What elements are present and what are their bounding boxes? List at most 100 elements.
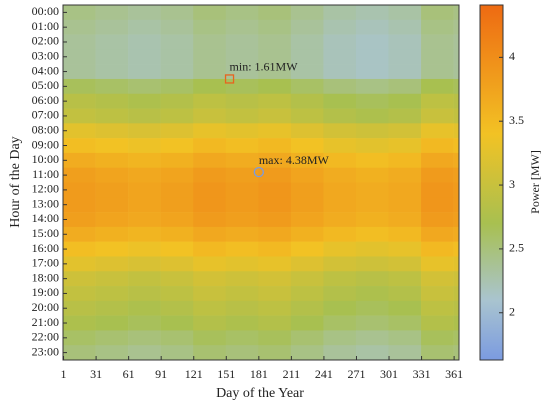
heatmap-cell (323, 226, 357, 242)
heatmap-cell (225, 286, 259, 302)
heatmap-cell (63, 345, 96, 361)
y-tick-label: 01:00 (32, 19, 59, 33)
heatmap-cell (388, 167, 422, 183)
heatmap-cell (63, 34, 96, 50)
x-tick-label: 361 (445, 367, 463, 381)
heatmap-cell (453, 108, 460, 124)
heatmap-cell (193, 212, 227, 228)
heatmap-cell (258, 123, 292, 139)
heatmap-cell (453, 226, 460, 242)
heatmap-cell (323, 152, 357, 169)
heatmap-cell (128, 345, 161, 361)
heatmap-cell (160, 271, 194, 287)
heatmap-cell (160, 123, 194, 139)
heatmap-cell (323, 300, 357, 316)
x-tick-label: 181 (250, 367, 268, 381)
heatmap-cell (193, 19, 227, 35)
y-tick-label: 22:00 (32, 330, 59, 344)
heatmap-cell (258, 197, 292, 213)
heatmap-cell (258, 182, 292, 198)
heatmap-cell (128, 197, 161, 213)
heatmap-cell (63, 49, 96, 65)
heatmap-cell (225, 108, 259, 124)
heatmap-cell (160, 108, 194, 124)
heatmap-cell (225, 212, 259, 228)
heatmap-cell (323, 330, 357, 346)
heatmap-cell (193, 93, 227, 109)
heatmap-cell (128, 286, 161, 302)
heatmap-cell (225, 167, 259, 183)
heatmap-cell (160, 345, 194, 361)
heatmap-cell (421, 5, 454, 21)
heatmap-cell (63, 5, 96, 21)
heatmap-cell (63, 300, 96, 316)
heatmap-cell (388, 286, 422, 302)
heatmap-cell (63, 315, 96, 331)
heatmap-cell (258, 256, 292, 272)
heatmap-cell (63, 167, 96, 183)
heatmap-cell (421, 256, 454, 272)
heatmap-cell (225, 152, 259, 169)
heatmap-cell (225, 182, 259, 198)
heatmap-cell (355, 123, 389, 139)
heatmap-cell (193, 152, 227, 169)
heatmap-cell (290, 330, 324, 346)
heatmap-cell (63, 212, 96, 228)
heatmap-cell (193, 197, 227, 213)
heatmap-cell (421, 212, 454, 228)
heatmap-cell (290, 182, 324, 198)
heatmap-cell (160, 315, 194, 331)
heatmap-cell (323, 212, 357, 228)
heatmap-cell (128, 167, 161, 183)
heatmap-cell (63, 93, 96, 109)
heatmap-cell (95, 123, 129, 139)
y-tick-label: 09:00 (32, 137, 59, 151)
y-tick-label: 16:00 (32, 241, 59, 255)
heatmap-cell (453, 93, 460, 109)
heatmap-cell (63, 197, 96, 213)
heatmap-cell (258, 93, 292, 109)
heatmap-cell (453, 182, 460, 198)
heatmap-cell (128, 49, 161, 65)
heatmap-cell (421, 241, 454, 257)
heatmap-cell (95, 241, 129, 257)
heatmap-cell (63, 256, 96, 272)
x-tick-label: 301 (380, 367, 398, 381)
heatmap-cell (290, 93, 324, 109)
heatmap-cell (258, 330, 292, 346)
x-tick-label: 121 (185, 367, 203, 381)
heatmap-cell (323, 123, 357, 139)
heatmap-cell (388, 5, 422, 21)
heatmap-cell (95, 271, 129, 287)
heatmap-cell (225, 241, 259, 257)
heatmap-cell (258, 271, 292, 287)
heatmap-cell (193, 286, 227, 302)
heatmap-cell (453, 34, 460, 50)
heatmap-cell (453, 19, 460, 35)
heatmap-cell (95, 152, 129, 169)
heatmap-cell (388, 330, 422, 346)
heatmap-cell (160, 286, 194, 302)
heatmap-cell (258, 241, 292, 257)
plot-frame (62, 4, 460, 361)
heatmap-cell (421, 300, 454, 316)
heatmap-cell (323, 34, 357, 50)
heatmap-cell (388, 226, 422, 242)
heatmap-cell (63, 271, 96, 287)
heatmap-cell (193, 300, 227, 316)
y-tick-label: 17:00 (32, 256, 59, 270)
heatmap-cell (258, 345, 292, 361)
heatmap-cell (323, 345, 357, 361)
heatmap-cell (193, 226, 227, 242)
heatmap-cell (160, 226, 194, 242)
y-tick-label: 02:00 (32, 34, 59, 48)
heatmap-cell (388, 78, 422, 95)
heatmap-cell (453, 5, 460, 21)
heatmap-cell (95, 226, 129, 242)
heatmap-cell (128, 93, 161, 109)
heatmap-cell (421, 78, 454, 95)
heatmap-cell (128, 34, 161, 50)
heatmap-cell (193, 330, 227, 346)
heatmap-cell (95, 19, 129, 35)
heatmap-cell (63, 182, 96, 198)
